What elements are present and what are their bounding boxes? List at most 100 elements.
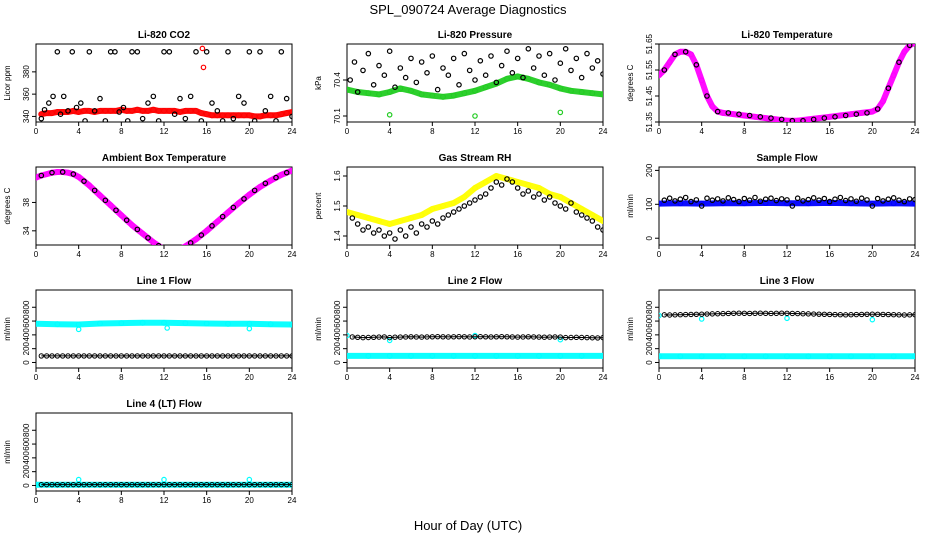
data-point [354,212,361,218]
data-point [594,224,601,230]
y-tick-label: 360 [22,87,31,101]
x-tick-label: 4 [76,373,81,382]
data-point [150,93,157,100]
data-point [568,200,574,206]
data-point [853,198,860,205]
data-point [450,200,457,206]
data-point [408,224,414,230]
data-point [166,107,173,114]
panel-title: Line 2 Flow [448,276,503,287]
y-tick-label: 800 [333,300,342,314]
data-point [289,321,292,328]
data-point [360,334,366,341]
series-group [659,194,915,209]
data-point [789,117,796,122]
data-point [57,111,64,118]
x-tick-label: 20 [245,496,254,505]
data-point [177,109,183,115]
data-point [752,310,758,317]
data-point [209,100,215,106]
data-point [525,334,532,340]
data-point [262,108,269,114]
series-band [659,44,915,122]
data-point [504,48,510,55]
data-point [757,114,764,120]
data-point [43,481,50,488]
x-tick-label: 24 [288,250,297,259]
data-point [273,112,279,119]
data-point [714,196,721,202]
data-point [784,310,790,317]
x-tick-label: 16 [513,127,522,136]
data-point [75,353,82,359]
x-tick-label: 8 [119,373,124,382]
panel-frame [346,43,604,123]
x-tick-label: 20 [245,250,254,259]
data-point [70,481,77,488]
panel-y-axis-label: percent [314,192,323,219]
data-point [472,334,478,340]
y-tick-label: 0 [333,360,342,365]
x-tick-label: 16 [825,373,834,382]
data-point [568,87,574,94]
data-point [869,353,876,360]
data-point [43,353,50,359]
data-point [912,353,915,360]
data-point [203,111,210,118]
data-point [805,311,812,317]
x-tick-label: 0 [34,373,39,382]
data-point [123,217,130,223]
y-tick-label: 34 [22,226,31,235]
data-point [498,62,505,69]
y-tick-label: 200 [645,341,654,355]
data-point [477,333,484,340]
data-point [182,107,189,114]
x-tick-label: 24 [599,250,608,259]
data-point [472,77,478,83]
x-tick-label: 4 [76,127,81,136]
data-point [214,481,221,488]
data-point [698,203,705,209]
data-point [826,113,833,120]
data-point [869,316,876,323]
data-point [805,116,812,122]
data-point [102,353,109,359]
data-point [768,310,774,317]
data-point [370,230,377,236]
data-point [816,115,822,121]
data-point [91,481,98,488]
chart-panel-2: Li-820 Pressure kPa 0 4 8 12 16 20 24 70.1 70.4 [314,30,608,136]
chart-panel-4: Ambient Box Temperature degrees C 0 4 8 12 16 2… [3,153,297,259]
data-point [118,481,125,488]
data-point [225,48,231,55]
data-point [246,325,253,332]
data-point [589,90,596,97]
x-tick-label: 20 [245,373,254,382]
data-point [134,481,141,488]
data-point [161,476,167,483]
data-point [118,212,125,219]
data-point [589,65,596,71]
data-point [493,179,500,185]
data-point [789,203,796,209]
data-point [408,87,414,94]
data-point [450,55,457,62]
data-point [896,197,902,204]
panel-title: Line 4 (LT) Flow [126,399,202,410]
x-tick-label: 4 [699,250,704,259]
data-point [600,71,603,77]
data-point [203,320,210,327]
data-point [283,481,290,488]
data-point [36,174,39,181]
data-point [714,108,721,115]
data-point [36,320,39,327]
data-point [869,200,876,207]
data-point [661,197,668,204]
x-tick-label: 12 [783,373,792,382]
data-point [557,194,564,200]
data-point [578,212,585,218]
data-point [440,93,446,100]
data-point [351,59,358,65]
data-point [429,53,436,59]
x-tick-label: 8 [119,496,124,505]
